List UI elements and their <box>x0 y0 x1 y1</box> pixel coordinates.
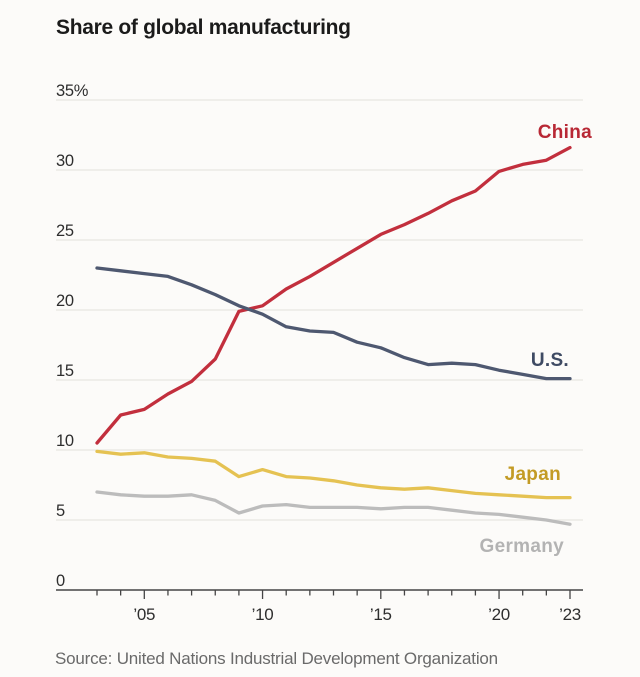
series-line-u-s <box>95 266 572 381</box>
y-axis-label-30: 30 <box>56 152 74 170</box>
series-label-germany: Germany <box>480 536 565 557</box>
series-label-u-s: U.S. <box>531 350 569 371</box>
y-axis-label-5: 5 <box>56 502 65 520</box>
y-axis-label-35: 35% <box>56 82 89 100</box>
x-axis-label-2015: ’15 <box>370 605 392 624</box>
y-axis-label-20: 20 <box>56 292 74 310</box>
series-line-china <box>95 145 572 445</box>
y-axis-label-0: 0 <box>56 572 65 590</box>
x-axis-label-2023: ’23 <box>559 605 581 624</box>
y-axis-label-10: 10 <box>56 432 74 450</box>
y-axis-label-15: 15 <box>56 362 74 380</box>
series-label-japan: Japan <box>505 464 561 485</box>
x-axis-label-2020: ’20 <box>488 605 510 624</box>
x-axis-label-2005: ’05 <box>133 605 155 624</box>
x-axis-label-2010: ’10 <box>252 605 274 624</box>
source-note: Source: United Nations Industrial Develo… <box>55 649 498 668</box>
y-axis-label-25: 25 <box>56 222 74 240</box>
series-line-germany <box>95 490 572 526</box>
chart-title: Share of global manufacturing <box>56 16 351 39</box>
series-label-china: China <box>538 122 592 143</box>
series-line-japan <box>95 449 572 500</box>
